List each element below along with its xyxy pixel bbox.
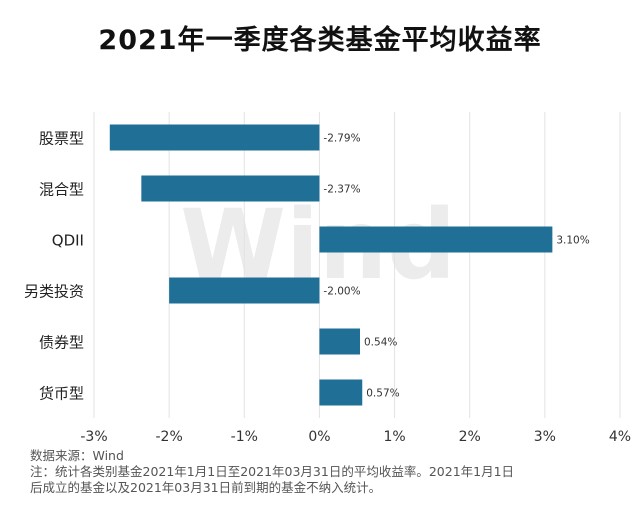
x-tick-label: 0% xyxy=(308,429,330,445)
data-label: -2.37% xyxy=(323,184,360,196)
data-label: 3.10% xyxy=(556,235,589,247)
bars xyxy=(109,124,553,406)
bar xyxy=(109,124,320,151)
bar xyxy=(141,175,320,202)
bar xyxy=(319,226,553,253)
data-label: -2.00% xyxy=(323,286,360,298)
data-labels: -2.79% -2.37% 3.10% -2.00% 0.54% 0.57% xyxy=(323,133,589,400)
x-tick-label: -3% xyxy=(80,429,107,445)
x-tick-label: 2% xyxy=(459,429,481,445)
bar xyxy=(319,328,361,355)
x-tick-label: 3% xyxy=(534,429,556,445)
data-label: 0.57% xyxy=(366,388,399,400)
note-line-2: 后成立的基金以及2021年03月31日前到期的基金不纳入统计。 xyxy=(30,480,382,495)
source-note: 数据来源：Wind xyxy=(30,448,124,463)
x-tick-label: 4% xyxy=(609,429,631,445)
x-axis-ticks: -3% -2% -1% 0% 1% 2% 3% 4% xyxy=(80,429,631,445)
bar-chart: Wind -2.79%-2.37%3.10%-2.00%0.54%0.57% 股… xyxy=(24,112,631,445)
chart-title: 2021年一季度各类基金平均收益率 xyxy=(98,25,542,56)
note-line-1: 注：统计各类别基金2021年1月1日至2021年03月31日的平均收益率。202… xyxy=(30,464,515,479)
category-label: 货币型 xyxy=(39,385,84,403)
x-tick-label: 1% xyxy=(383,429,405,445)
bar xyxy=(169,277,320,304)
category-label: 债券型 xyxy=(39,334,84,352)
x-tick-label: -1% xyxy=(231,429,258,445)
gridlines xyxy=(93,112,621,418)
category-label: 股票型 xyxy=(39,130,84,148)
category-label: 混合型 xyxy=(39,181,84,199)
bar xyxy=(319,379,363,406)
x-tick-label: -2% xyxy=(156,429,183,445)
data-label: 0.54% xyxy=(364,337,397,349)
category-label: 另类投资 xyxy=(24,283,84,301)
category-label: QDII xyxy=(52,232,84,250)
data-label: -2.79% xyxy=(323,133,360,145)
